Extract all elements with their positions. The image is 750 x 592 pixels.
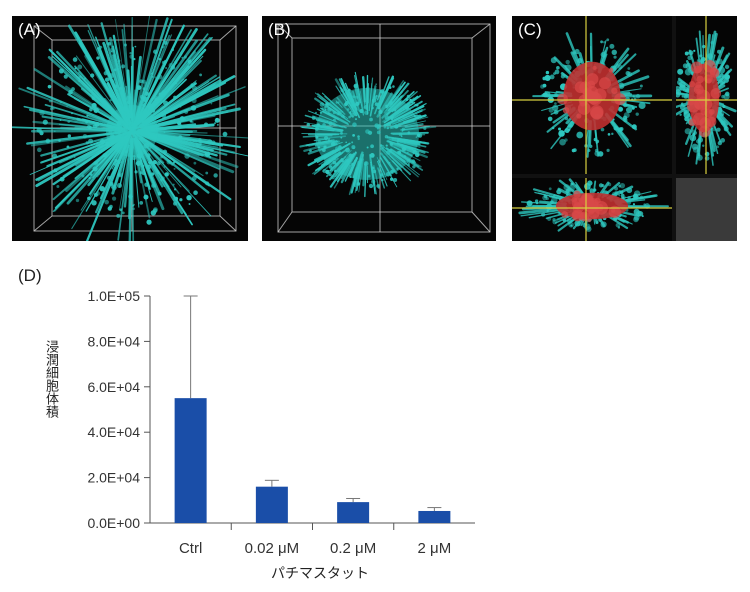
panel-c-yz-render: [676, 16, 737, 174]
bar: [418, 510, 451, 523]
panel-a-label: (A): [18, 20, 41, 39]
x-tick-label: 2 μM: [418, 540, 452, 557]
crosshair: [676, 16, 737, 174]
crosshair: [512, 16, 672, 174]
x-axis-label: パチマスタット: [271, 566, 369, 582]
panel-c-empty-corner: [676, 178, 737, 241]
panel-b-render: [277, 23, 491, 233]
y-tick-label: 2.0E+04: [87, 470, 140, 486]
invasive-cells: [12, 16, 248, 241]
bar: [174, 398, 207, 523]
panel-c-xz-view: [512, 178, 672, 241]
bar: [255, 486, 288, 523]
panel-a-image: (A): [12, 16, 248, 241]
panel-c-xz-render: [512, 178, 672, 241]
panel-b-image: (B): [262, 16, 496, 241]
y-axis-label: 浸潤細胞体積: [43, 340, 58, 418]
panel-c-image: (C): [512, 16, 737, 241]
panel-b-label: (B): [268, 20, 291, 39]
y-tick-label: 8.0E+04: [87, 333, 140, 349]
panel-c-xy-view: [512, 16, 672, 174]
panel-c-xy-render: [512, 16, 672, 174]
panel-c-yz-view: [676, 16, 737, 174]
x-tick-label: 0.2 μM: [330, 540, 376, 557]
x-tick-label: Ctrl: [179, 540, 202, 557]
y-tick-label: 1.0E+05: [87, 288, 140, 304]
y-tick-label: 0.0E+00: [87, 515, 140, 531]
crosshair: [512, 178, 672, 241]
bar-chart: 0.0E+00 2.0E+04 4.0E+04 6.0E+04 8.0E+04 1.0E+…: [87, 288, 475, 557]
panel-c-label: (C): [518, 20, 542, 39]
red-core: [557, 61, 626, 131]
red-core: [555, 190, 629, 223]
box-grid: [33, 25, 237, 232]
y-tick-label: 6.0E+04: [87, 379, 140, 395]
spheroid-cells: [299, 71, 437, 198]
panel-a-render: [12, 16, 248, 241]
x-tick-label: 0.02 μM: [245, 540, 300, 557]
box-grid: [277, 23, 491, 233]
bar: [337, 502, 370, 523]
red-core: [686, 60, 722, 138]
panel-d-label: (D): [18, 266, 42, 285]
y-tick-label: 4.0E+04: [87, 424, 140, 440]
